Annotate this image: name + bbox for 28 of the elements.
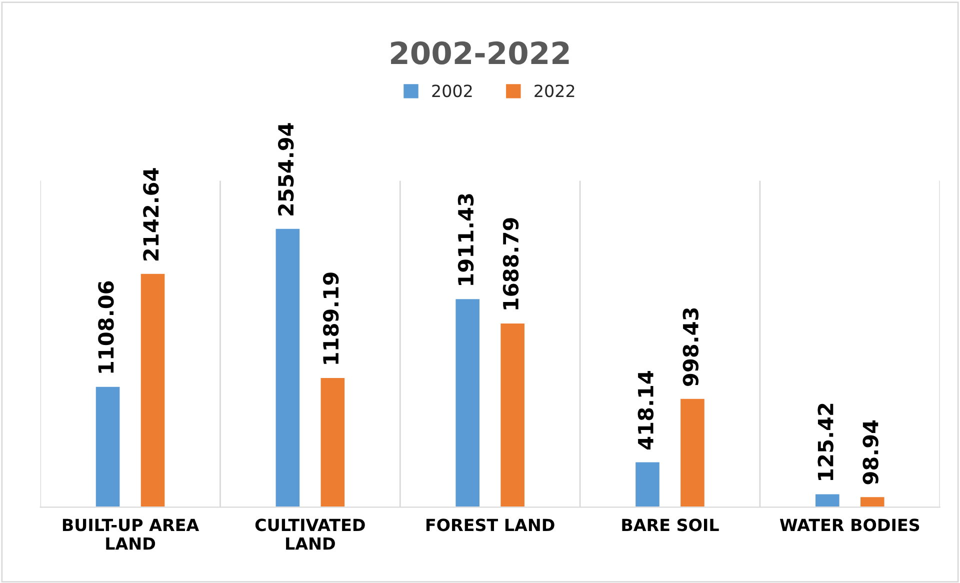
x-tick-label: CULTIVATED LAND: [255, 518, 365, 550]
x-tick-label: FOREST LAND: [426, 518, 554, 532]
legend-label: 2002: [432, 84, 472, 98]
bar: [634, 460, 661, 508]
bar: [814, 492, 841, 508]
bar: [499, 322, 526, 508]
data-label: 125.42: [818, 404, 834, 480]
x-tick-label: BUILT-UP AREA LAND: [62, 518, 200, 550]
data-label: 1688.79: [502, 218, 519, 310]
bar: [859, 496, 886, 508]
data-label: 2142.64: [143, 168, 159, 260]
chart-title: 2002-2022: [391, 41, 569, 64]
data-label: 98.94: [862, 420, 878, 484]
data-label: 1108.06: [98, 281, 114, 373]
x-tick-label: BARE SOIL: [622, 518, 719, 532]
legend-label: 2022: [534, 84, 574, 98]
data-label: 998.43: [682, 308, 699, 386]
bar: [319, 376, 346, 508]
bar: [679, 397, 706, 508]
x-tick-label: WATER BODIES: [780, 518, 920, 532]
data-label: 1189.19: [322, 272, 339, 364]
data-label: 2554.94: [278, 123, 294, 216]
bar: [454, 298, 481, 508]
bar: [94, 385, 122, 508]
bar: [274, 227, 301, 508]
data-label: 418.14: [638, 370, 654, 450]
bar: [139, 272, 166, 508]
data-label: 1911.43: [458, 194, 474, 285]
